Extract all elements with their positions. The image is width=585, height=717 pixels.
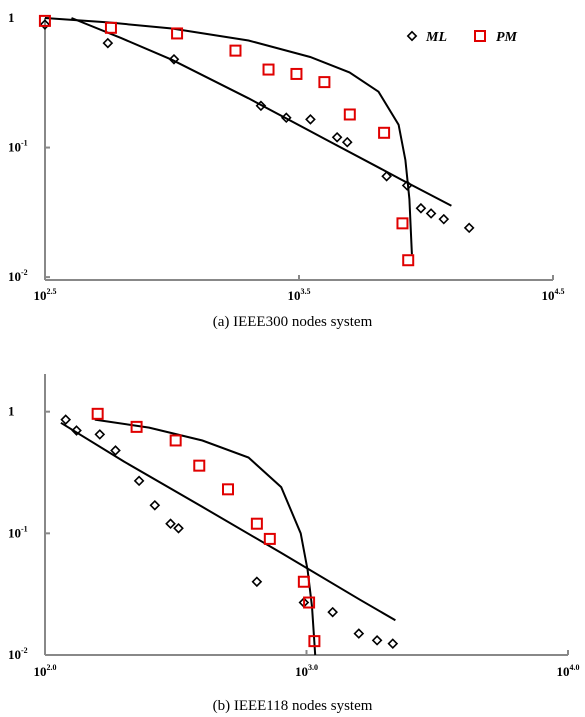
data-point-pm (297, 575, 310, 588)
data-point-ml (71, 425, 82, 436)
legend-pm-marker (474, 30, 486, 42)
data-point-ml (387, 638, 399, 649)
data-point-ml (251, 576, 263, 588)
y-tick-label: 10-1 (8, 524, 28, 540)
data-point-pm (378, 126, 391, 139)
data-point-pm (343, 108, 356, 121)
legend: ML PM (406, 30, 518, 45)
fit-curve-ml (71, 17, 452, 207)
data-point-ml (149, 499, 161, 511)
data-point-ml (60, 414, 72, 425)
data-point-pm (308, 635, 321, 648)
data-point-pm (290, 67, 303, 80)
y-tick-label: 1 (8, 10, 15, 25)
y-tick-label: 10-2 (8, 268, 28, 284)
data-point-ml (401, 180, 413, 191)
data-point-pm (263, 532, 276, 545)
data-point-pm (222, 483, 235, 496)
data-point-ml (173, 522, 184, 534)
data-point-ml (305, 114, 316, 125)
data-point-pm (169, 434, 182, 447)
x-tick-label: 104.5 (542, 287, 565, 303)
data-point-ml (102, 37, 114, 49)
fit-curve-pm (44, 17, 413, 255)
data-point-pm (130, 420, 143, 433)
y-tick-label: 10-1 (8, 139, 28, 155)
legend-ml-label: ML (425, 30, 447, 45)
data-point-ml (39, 19, 51, 30)
data-point-ml (110, 445, 121, 456)
y-tick-label: 1 (8, 404, 15, 419)
x-tick-label: 104.0 (557, 663, 580, 679)
x-tick-label: 102.0 (34, 663, 57, 679)
data-point-ml (327, 606, 338, 618)
data-point-pm (396, 217, 409, 230)
panel-b-ieee118: 102.0 103.0 104.0 1 10-1 10-2 (b) IEEE118 node… (8, 374, 580, 714)
data-point-ml (425, 208, 437, 219)
data-point-pm (303, 596, 316, 609)
legend-pm-label: PM (496, 30, 518, 45)
data-point-pm (250, 517, 263, 530)
x-tick-label: 102.5 (34, 287, 57, 303)
data-point-pm (229, 44, 242, 57)
data-point-ml (381, 170, 392, 182)
data-point-pm (193, 459, 206, 472)
panel-caption: (a) IEEE300 nodes system (213, 314, 373, 330)
data-point-ml (463, 222, 475, 234)
data-point-pm (171, 27, 184, 40)
fit-curve-pm (94, 418, 317, 656)
data-point-ml (331, 131, 343, 143)
x-tick-label: 103.5 (287, 287, 310, 303)
data-point-ml (371, 634, 383, 646)
panel-caption: (b) IEEE118 nodes system (213, 698, 373, 714)
data-point-pm (104, 21, 117, 34)
data-point-pm (38, 14, 51, 27)
data-point-ml (168, 53, 180, 65)
x-tick-label: 103.0 (295, 663, 318, 679)
data-point-ml (165, 518, 176, 530)
data-point-ml (255, 100, 267, 112)
data-point-ml (341, 136, 353, 148)
data-point-ml (280, 112, 292, 124)
data-point-pm (402, 254, 415, 267)
panel-a-ieee300: 102.5 103.5 104.5 1 10-1 10-2 ML PM (a) IEEE300 … (8, 10, 565, 330)
legend-ml-marker (406, 30, 418, 42)
data-point-ml (438, 213, 450, 225)
data-point-pm (91, 407, 104, 420)
data-point-pm (318, 76, 331, 89)
y-tick-label: 10-2 (8, 646, 28, 662)
data-point-pm (262, 63, 275, 76)
data-point-ml (133, 475, 145, 487)
data-point-ml (415, 202, 427, 214)
data-point-ml (94, 429, 106, 440)
fit-curve-ml (60, 421, 396, 622)
data-point-ml (353, 628, 365, 639)
